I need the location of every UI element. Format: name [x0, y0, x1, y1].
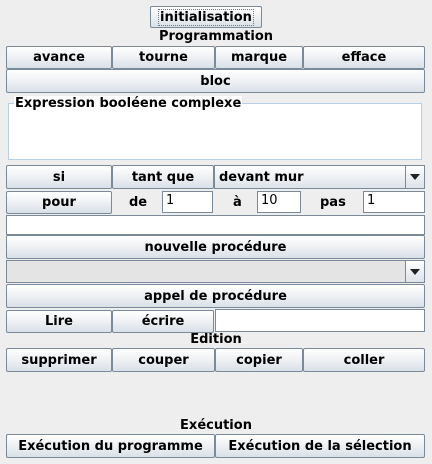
appel-procedure-button[interactable]: appel de procédure: [6, 284, 425, 308]
chevron-down-icon: [410, 174, 420, 180]
avance-button[interactable]: avance: [6, 46, 112, 69]
pas-label: pas: [320, 195, 346, 210]
programmation-section-label: Programmation: [158, 29, 274, 44]
copier-label: copier: [236, 352, 282, 368]
expression-legend: Expression booléene complexe: [14, 96, 243, 111]
expression-panel: Expression booléene complexe: [8, 96, 422, 160]
efface-button[interactable]: efface: [303, 46, 425, 69]
de-label: de: [129, 195, 148, 210]
nouvelle-procedure-button[interactable]: nouvelle procédure: [6, 235, 425, 259]
supprimer-button[interactable]: supprimer: [6, 348, 112, 372]
run-program-button[interactable]: Exécution du programme: [6, 434, 215, 458]
procedure-dropdown-arrow[interactable]: [405, 261, 424, 282]
pour-label: pour: [42, 195, 76, 210]
si-button[interactable]: si: [6, 165, 112, 189]
initialisation-label: initialisation: [158, 8, 254, 26]
coller-button[interactable]: coller: [303, 348, 425, 372]
chevron-down-icon: [410, 268, 420, 275]
bloc-button[interactable]: bloc: [6, 69, 425, 93]
couper-label: couper: [138, 352, 189, 368]
condition-dropdown-arrow[interactable]: [405, 166, 424, 188]
lire-button[interactable]: Lire: [6, 310, 112, 333]
tant-que-button[interactable]: tant que: [112, 165, 214, 189]
copier-button[interactable]: copier: [215, 348, 303, 372]
run-selection-label: Exécution de la sélection: [228, 438, 412, 454]
condition-selected-value: devant mur: [219, 169, 304, 185]
procedure-select[interactable]: [6, 260, 425, 283]
pas-input[interactable]: 1: [363, 191, 425, 213]
avance-label: avance: [33, 50, 85, 65]
marque-label: marque: [230, 50, 288, 65]
io-input[interactable]: [215, 309, 425, 332]
bloc-label: bloc: [200, 73, 231, 89]
ecrire-button[interactable]: écrire: [112, 310, 214, 333]
de-input[interactable]: 1: [162, 191, 213, 213]
coller-label: coller: [343, 352, 385, 368]
ecrire-label: écrire: [141, 314, 185, 329]
nouvelle-procedure-label: nouvelle procédure: [144, 239, 287, 255]
tourne-button[interactable]: tourne: [112, 46, 215, 69]
a-input[interactable]: 10: [257, 191, 301, 213]
lire-label: Lire: [45, 314, 73, 329]
couper-button[interactable]: couper: [112, 348, 215, 372]
efface-label: efface: [341, 50, 387, 65]
si-label: si: [52, 169, 66, 185]
initialisation-button[interactable]: initialisation: [150, 6, 262, 28]
tourne-label: tourne: [139, 50, 188, 65]
execution-section-label: Exécution: [180, 418, 252, 433]
run-program-label: Exécution du programme: [18, 438, 203, 454]
run-selection-button[interactable]: Exécution de la sélection: [215, 434, 425, 458]
loop-variable-input[interactable]: [6, 215, 425, 235]
supprimer-label: supprimer: [21, 352, 97, 368]
a-label: à: [233, 195, 242, 210]
condition-select[interactable]: devant mur: [214, 165, 425, 189]
pour-button[interactable]: pour: [6, 191, 112, 214]
expression-textarea[interactable]: [11, 112, 419, 157]
edition-section-label: Edition: [190, 332, 242, 347]
marque-button[interactable]: marque: [215, 46, 303, 69]
appel-procedure-label: appel de procédure: [144, 288, 287, 304]
tant-que-label: tant que: [131, 169, 195, 185]
